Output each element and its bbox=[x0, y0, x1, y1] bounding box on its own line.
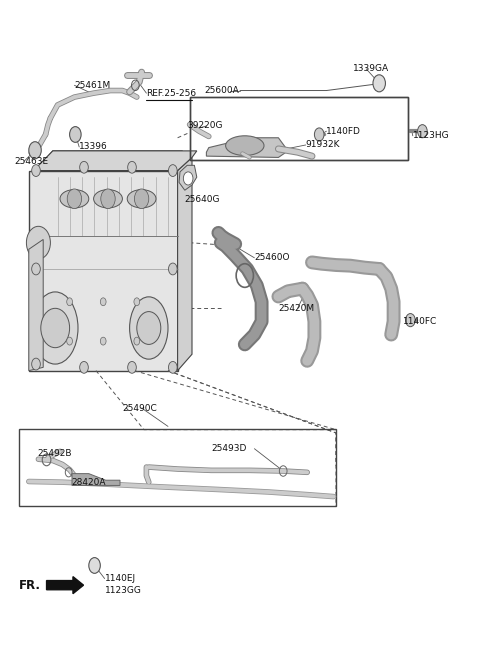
Text: 1140FD: 1140FD bbox=[326, 127, 361, 136]
Polygon shape bbox=[34, 151, 197, 171]
Text: 28420A: 28420A bbox=[71, 478, 106, 487]
Circle shape bbox=[137, 312, 161, 344]
Circle shape bbox=[101, 189, 115, 209]
Polygon shape bbox=[206, 138, 288, 157]
Text: 1123GG: 1123GG bbox=[105, 586, 142, 595]
Circle shape bbox=[134, 189, 149, 209]
Text: 91932K: 91932K bbox=[306, 140, 340, 150]
Bar bbox=[19, 429, 336, 506]
Circle shape bbox=[100, 337, 106, 345]
Circle shape bbox=[168, 165, 177, 176]
Text: 25490C: 25490C bbox=[122, 403, 157, 413]
Circle shape bbox=[134, 337, 140, 345]
Circle shape bbox=[29, 142, 41, 159]
Ellipse shape bbox=[127, 190, 156, 208]
Circle shape bbox=[80, 361, 88, 373]
Text: 25640G: 25640G bbox=[185, 195, 220, 204]
Text: 25420M: 25420M bbox=[278, 304, 314, 313]
Circle shape bbox=[183, 172, 193, 185]
Circle shape bbox=[373, 75, 385, 92]
Polygon shape bbox=[29, 239, 43, 371]
Text: 25492B: 25492B bbox=[37, 449, 72, 459]
Ellipse shape bbox=[33, 292, 78, 364]
Text: FR.: FR. bbox=[19, 579, 41, 592]
Circle shape bbox=[41, 308, 70, 348]
Text: 1339GA: 1339GA bbox=[353, 64, 389, 73]
Ellipse shape bbox=[130, 297, 168, 359]
Text: REF.25-256: REF.25-256 bbox=[146, 89, 196, 98]
Circle shape bbox=[134, 298, 140, 306]
Circle shape bbox=[32, 358, 40, 370]
Text: 1123HG: 1123HG bbox=[413, 131, 449, 140]
Circle shape bbox=[418, 125, 427, 138]
Circle shape bbox=[70, 127, 81, 142]
Circle shape bbox=[67, 337, 72, 345]
Text: 13396: 13396 bbox=[79, 142, 108, 152]
Circle shape bbox=[128, 361, 136, 373]
Text: 1140FC: 1140FC bbox=[403, 317, 437, 326]
Ellipse shape bbox=[94, 190, 122, 208]
Polygon shape bbox=[178, 157, 192, 371]
Circle shape bbox=[67, 298, 72, 306]
Circle shape bbox=[314, 128, 324, 141]
FancyArrow shape bbox=[47, 577, 84, 594]
Text: 25600A: 25600A bbox=[204, 86, 239, 95]
Text: 1140EJ: 1140EJ bbox=[105, 574, 136, 583]
Circle shape bbox=[32, 263, 40, 275]
Text: 25460O: 25460O bbox=[254, 253, 290, 262]
Ellipse shape bbox=[60, 190, 89, 208]
Polygon shape bbox=[72, 474, 120, 485]
Text: 25493D: 25493D bbox=[211, 444, 247, 453]
Polygon shape bbox=[34, 151, 182, 172]
Polygon shape bbox=[29, 171, 178, 371]
Circle shape bbox=[406, 314, 415, 327]
Bar bbox=[190, 97, 408, 160]
Circle shape bbox=[168, 361, 177, 373]
Text: 39220G: 39220G bbox=[187, 121, 223, 131]
Circle shape bbox=[168, 263, 177, 275]
Ellipse shape bbox=[226, 136, 264, 155]
Circle shape bbox=[128, 161, 136, 173]
Circle shape bbox=[80, 161, 88, 173]
Text: 25463E: 25463E bbox=[14, 157, 48, 166]
Text: 25461M: 25461M bbox=[74, 81, 111, 90]
Circle shape bbox=[89, 558, 100, 573]
Bar bbox=[190, 97, 408, 160]
Circle shape bbox=[67, 189, 82, 209]
Circle shape bbox=[32, 165, 40, 176]
Circle shape bbox=[26, 226, 50, 259]
Circle shape bbox=[100, 298, 106, 306]
Polygon shape bbox=[179, 165, 197, 190]
